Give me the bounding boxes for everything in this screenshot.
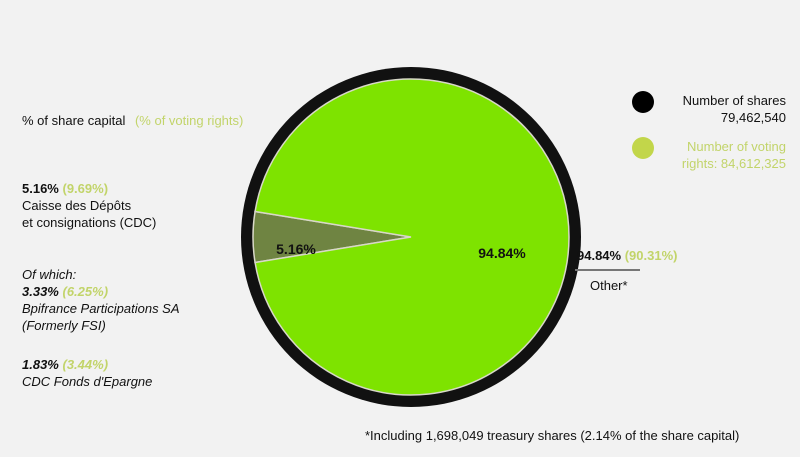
legend-voting-label-line1: Number of voting — [687, 139, 786, 154]
fonds-share-pct: 1.83% — [22, 357, 59, 372]
other-voting-pct: (90.31%) — [624, 248, 678, 263]
footnote: *Including 1,698,049 treasury shares (2.… — [365, 428, 740, 443]
slice-label-other: 94.84% — [478, 245, 526, 261]
cdc-name-line2: et consignations (CDC) — [22, 215, 157, 230]
legend-shares-marker — [632, 91, 654, 113]
other-share-pct: 94.84% — [577, 248, 622, 263]
legend-voting-label-line2: rights: 84,612,325 — [681, 156, 786, 171]
cdc-voting-pct: (9.69%) — [62, 181, 109, 196]
slice-label-cdc: 5.16% — [276, 241, 316, 257]
legend-voting-marker — [632, 137, 654, 159]
cdc-name-line1: Caisse des Dépôts — [22, 198, 132, 213]
fonds-name: CDC Fonds d'Epargne — [22, 374, 153, 389]
other-block: 94.84% (90.31%) — [577, 247, 677, 264]
fonds-block: 1.83% (3.44%) CDC Fonds d'Epargne — [22, 356, 152, 390]
header-share-capital: % of share capital — [22, 113, 126, 128]
legend-shares: Number of shares 79,462,540 — [668, 92, 786, 126]
bpi-voting-pct: (6.25%) — [62, 284, 109, 299]
bpi-share-pct: 3.33% — [22, 284, 59, 299]
legend-shares-value: 79,462,540 — [720, 110, 786, 125]
of-which-label: Of which: — [22, 267, 77, 282]
cdc-block: 5.16% (9.69%) Caisse des Dépôts et consi… — [22, 180, 156, 231]
header-caption: % of share capital (% of voting rights) — [22, 112, 243, 129]
pie-slices — [252, 78, 570, 396]
bpi-name-line2: (Formerly FSI) — [22, 318, 106, 333]
other-label: Other* — [590, 278, 628, 293]
legend-shares-label: Number of shares — [682, 93, 786, 108]
bpi-block: Of which: 3.33% (6.25%) Bpifrance Partic… — [22, 266, 180, 334]
cdc-share-pct: 5.16% — [22, 181, 59, 196]
pie-slice-other — [254, 78, 570, 396]
legend-voting: Number of voting rights: 84,612,325 — [664, 138, 786, 172]
fonds-voting-pct: (3.44%) — [62, 357, 109, 372]
bpi-name-line1: Bpifrance Participations SA — [22, 301, 180, 316]
header-voting-rights: (% of voting rights) — [134, 113, 244, 128]
